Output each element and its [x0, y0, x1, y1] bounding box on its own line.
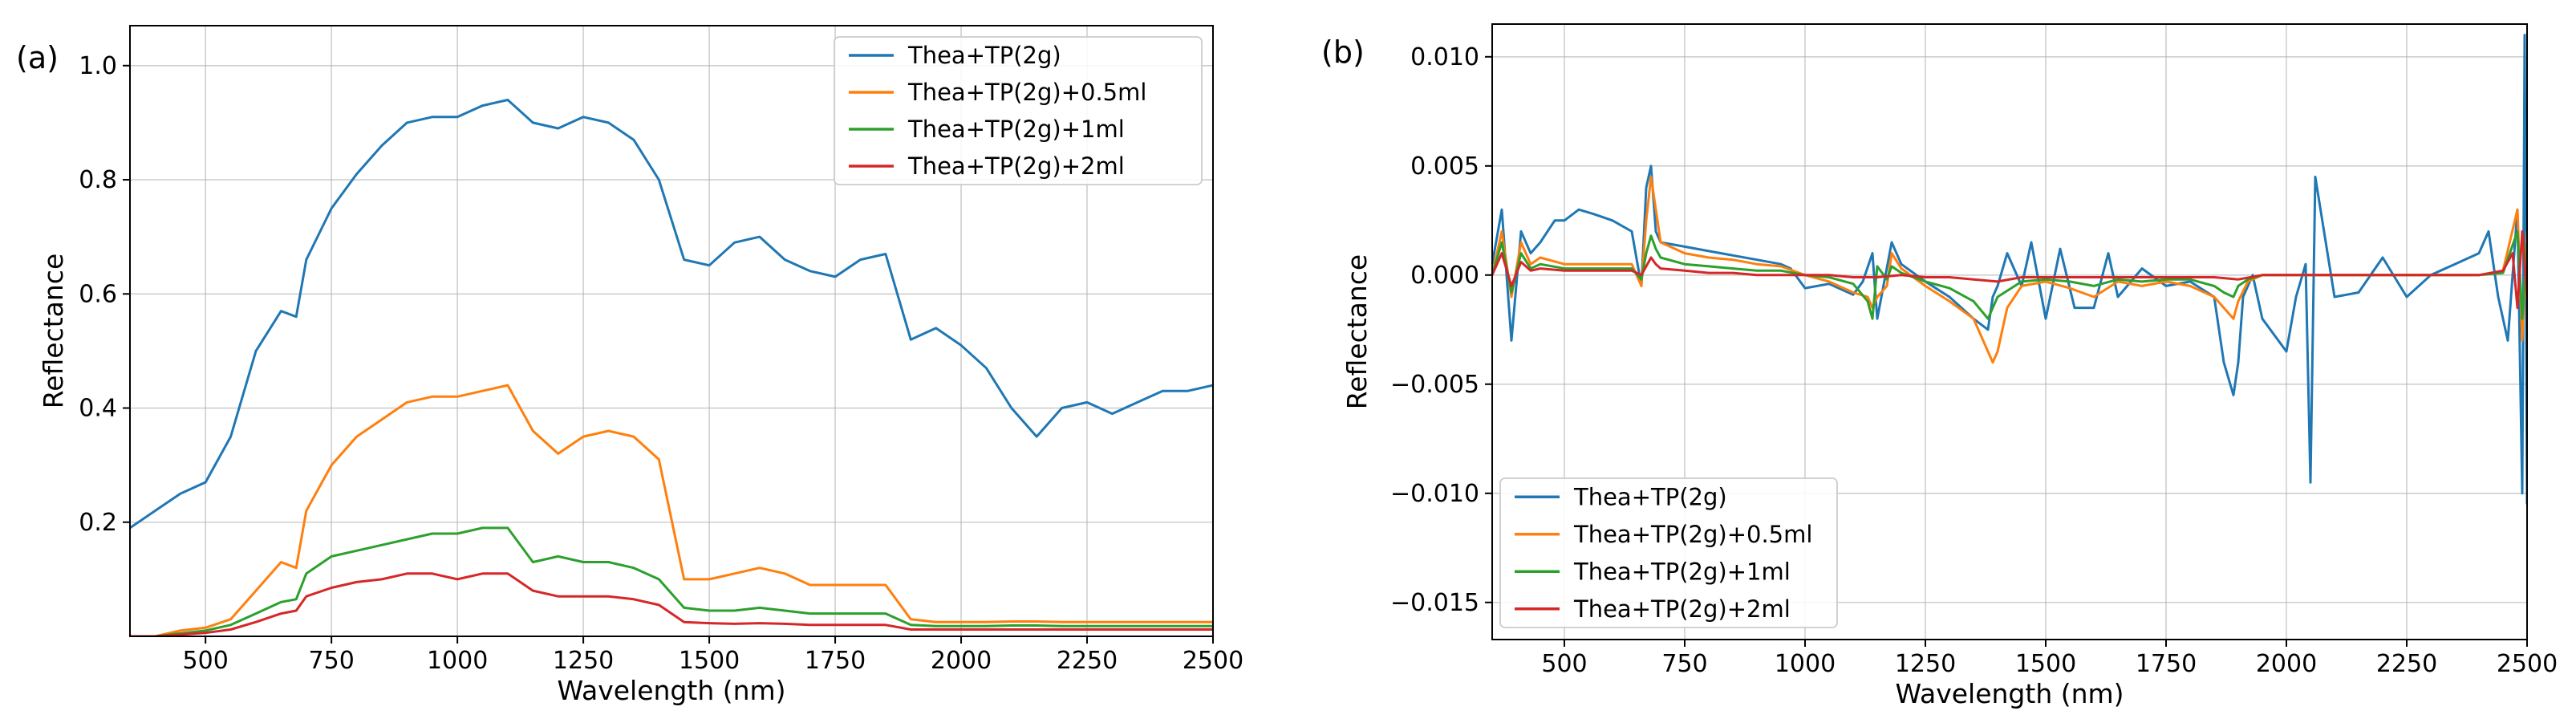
- chart-b-xtick-label-3: 1250: [1895, 650, 1956, 678]
- chart-b-xtick-label-6: 2000: [2256, 650, 2317, 678]
- chart-a-axes-frame: [129, 25, 1214, 637]
- chart-b-legend-label-3: Thea+TP(2g)+2ml: [1573, 595, 1791, 623]
- chart-b-xtick-label-1: 750: [1661, 650, 1707, 678]
- chart-b-legend: Thea+TP(2g) Thea+TP(2g)+0.5ml Thea+TP(2g)+…: [1499, 477, 1838, 628]
- chart-b-ytick-label-2: −0.005: [1390, 371, 1479, 399]
- chart-a-xtick-label-7: 2250: [1057, 647, 1118, 675]
- chart-a-series-line-2: [130, 526, 1213, 636]
- chart-b-axes-frame: [1491, 23, 2528, 640]
- chart-b-xtick-label-5: 1750: [2136, 650, 2197, 678]
- chart-b-xtick-label-4: 1500: [2015, 650, 2076, 678]
- chart-b-panel-label: (b): [1321, 35, 1365, 70]
- chart-a-xtick-label-1: 750: [309, 647, 355, 675]
- chart-a-ytick-label-1: 0.4: [79, 395, 117, 423]
- chart-b-series-group: [1492, 34, 2527, 505]
- chart-a-legend-box: [834, 36, 1203, 185]
- chart-b-ytick-label-3: 0.000: [1410, 262, 1479, 290]
- chart-b-legend-box: [1499, 477, 1838, 628]
- chart-a-xlabel: Wavelength (nm): [557, 675, 785, 706]
- chart-a-ylabel: Reflectance: [38, 254, 69, 409]
- panel-a: 500 750 1000 1250 1500 1750 2000 2250 2500 0.2 0.4…: [16, 25, 1243, 706]
- chart-a-series-line-3: [130, 572, 1213, 636]
- chart-b-legend-label-1: Thea+TP(2g)+0.5ml: [1573, 521, 1812, 548]
- chart-b-ylabel: Reflectance: [1341, 254, 1373, 410]
- chart-a-legend-label-1: Thea+TP(2g)+0.5ml: [907, 79, 1146, 106]
- chart-b-ytick-label-5: 0.010: [1410, 43, 1479, 71]
- chart-a-ytick-label-0: 0.2: [79, 509, 117, 537]
- chart-a-xtick-label-8: 2500: [1183, 647, 1243, 675]
- chart-b-ytick-label-0: −0.015: [1390, 589, 1479, 617]
- chart-b-xtick-label-8: 2500: [2497, 650, 2558, 678]
- chart-a-legend-label-0: Thea+TP(2g): [907, 42, 1061, 69]
- chart-b-xtick-label-0: 500: [1541, 650, 1587, 678]
- chart-a-xtick-label-2: 1000: [427, 647, 488, 675]
- chart-b-ytick-label-1: −0.010: [1390, 480, 1479, 508]
- chart-a-series-line-0: [130, 99, 1213, 530]
- chart-a-xtick-label-3: 1250: [553, 647, 614, 675]
- chart-b-xlabel: Wavelength (nm): [1895, 678, 2124, 709]
- chart-a-xtick-label-5: 1750: [805, 647, 866, 675]
- chart-b-series-line-3: [1492, 229, 2527, 310]
- chart-a-xtick-label-0: 500: [183, 647, 229, 675]
- chart-a-legend-label-3: Thea+TP(2g)+2ml: [907, 152, 1125, 180]
- chart-a-ytick-label-2: 0.6: [79, 280, 117, 308]
- chart-a-panel-label: (a): [16, 40, 59, 75]
- panel-b: 500 750 1000 1250 1500 1750 2000 2250 2500 −0.015…: [1321, 23, 2558, 709]
- chart-a-ytick-label-3: 0.8: [79, 166, 117, 194]
- chart-a-xtick-label-6: 2000: [931, 647, 992, 675]
- chart-b-ytick-label-4: 0.005: [1410, 152, 1479, 181]
- chart-b-legend-label-0: Thea+TP(2g): [1573, 483, 1727, 510]
- chart-b-xtick-label-2: 1000: [1775, 650, 1836, 678]
- chart-a-legend-label-2: Thea+TP(2g)+1ml: [907, 116, 1125, 143]
- chart-a-xtick-label-4: 1500: [679, 647, 740, 675]
- chart-a-legend: Thea+TP(2g) Thea+TP(2g)+0.5ml Thea+TP(2g)+…: [834, 36, 1203, 185]
- chart-b-legend-label-2: Thea+TP(2g)+1ml: [1573, 558, 1791, 585]
- chart-a-series-group: [130, 99, 1213, 636]
- chart-a-series-line-1: [130, 384, 1213, 636]
- chart-a-ytick-label-4: 1.0: [79, 52, 117, 80]
- chart-b-xtick-label-7: 2250: [2376, 650, 2437, 678]
